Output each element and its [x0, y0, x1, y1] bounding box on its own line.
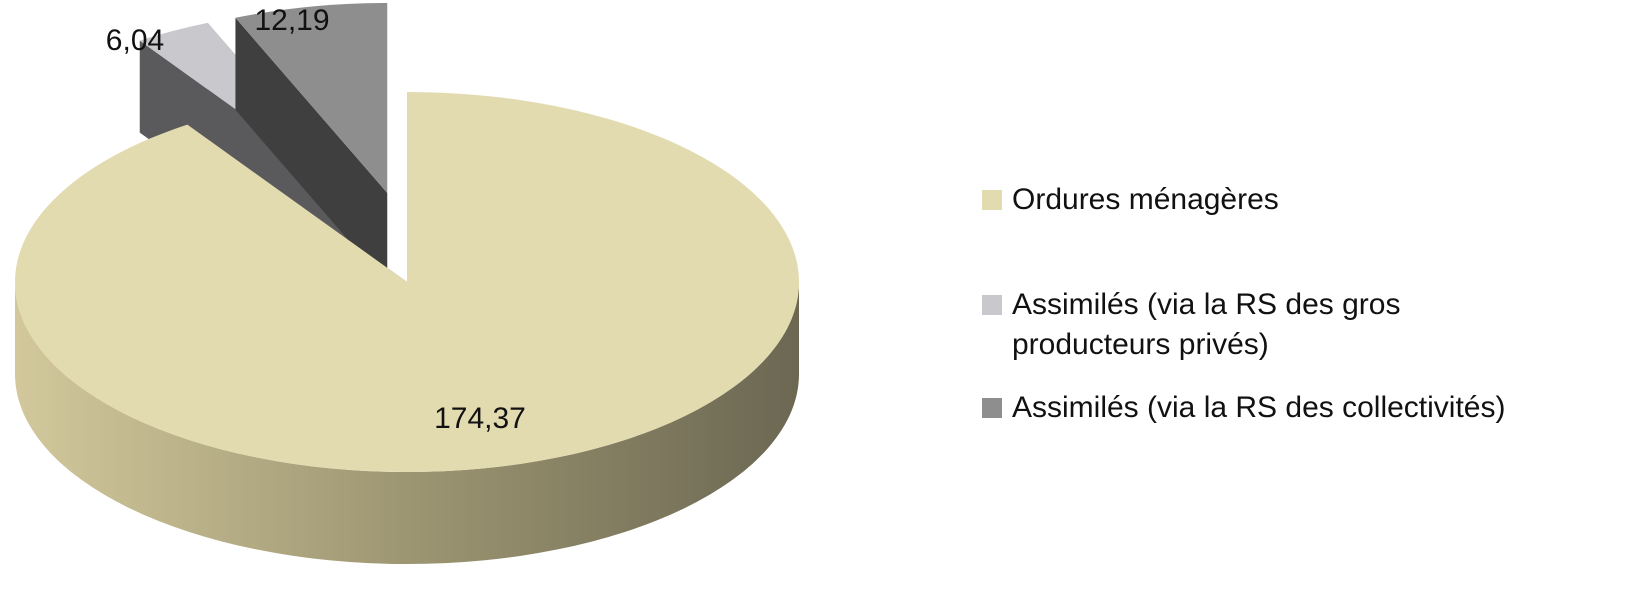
legend-swatch — [982, 190, 1002, 210]
legend-swatch — [982, 295, 1002, 315]
legend-swatch — [982, 398, 1002, 418]
legend-entry: Assimilés (via la RS des gros producteur… — [982, 285, 1432, 365]
data-label: 174,37 — [434, 402, 526, 435]
legend-entry: Assimilés (via la RS des collectivités) — [982, 388, 1572, 428]
slice-side — [235, 17, 388, 285]
slice — [235, 2, 388, 193]
legend-label: Assimilés (via la RS des gros producteur… — [1012, 288, 1401, 361]
slice — [14, 92, 799, 473]
data-label: 12,19 — [254, 4, 329, 37]
legend-label: Assimilés (via la RS des collectivités) — [1012, 391, 1506, 424]
data-label: 6,04 — [106, 24, 164, 57]
legend-entry: Ordures ménagères — [982, 180, 1572, 220]
slice-wall — [15, 282, 799, 564]
legend-label: Ordures ménagères — [1012, 183, 1279, 216]
